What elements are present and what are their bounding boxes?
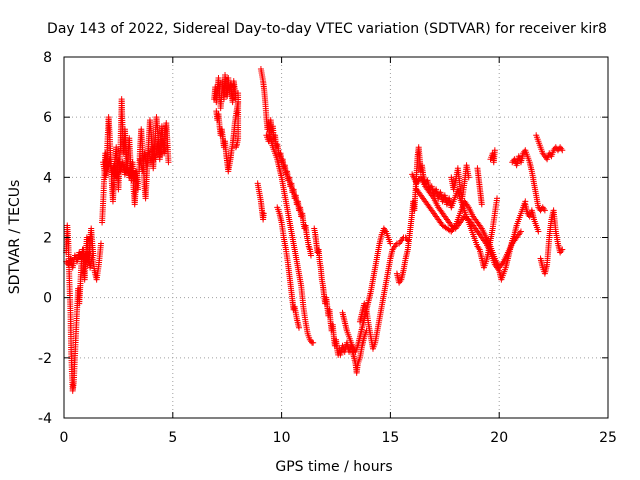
data-marks <box>63 66 566 394</box>
x-tick-label: 0 <box>60 430 69 446</box>
chart-title: Day 143 of 2022, Sidereal Day-to-day VTE… <box>47 21 607 37</box>
data-point <box>296 324 303 331</box>
y-tick-label: -2 <box>38 351 52 367</box>
data-point <box>559 147 566 154</box>
y-tick-label: 6 <box>43 110 52 126</box>
axis-ticks: 0 5 10 15 20 25 -4 -2 0 2 4 6 8 <box>38 50 617 446</box>
grid <box>64 57 608 418</box>
data-point <box>446 227 453 234</box>
data-point <box>232 144 239 151</box>
data-point <box>465 174 472 181</box>
y-tick-label: 2 <box>43 231 52 247</box>
data-point <box>491 147 498 154</box>
x-tick-label: 5 <box>168 430 177 446</box>
data-point <box>163 144 170 151</box>
data-point <box>464 215 471 222</box>
data-point <box>134 186 141 193</box>
x-axis-label: GPS time / hours <box>275 459 392 475</box>
data-point <box>97 240 104 247</box>
data-point <box>559 246 566 253</box>
data-point <box>307 252 314 259</box>
y-axis-label: SDTVAR / TECUs <box>7 180 23 295</box>
data-point <box>478 201 485 208</box>
y-tick-label: 8 <box>43 50 52 66</box>
data-point <box>517 228 524 235</box>
x-tick-label: 15 <box>381 430 399 446</box>
x-tick-label: 20 <box>490 430 508 446</box>
data-point <box>494 195 501 202</box>
data-point <box>306 245 313 252</box>
x-tick-label: 10 <box>273 430 291 446</box>
data-point <box>260 210 267 217</box>
data-point <box>310 339 317 346</box>
data-point <box>535 228 542 235</box>
data-point <box>387 240 394 247</box>
y-tick-label: 0 <box>43 291 52 307</box>
y-tick-label: 4 <box>43 170 52 186</box>
y-tick-label: -4 <box>38 411 52 427</box>
data-point <box>165 159 172 166</box>
data-point <box>404 237 411 244</box>
x-tick-label: 25 <box>599 430 617 446</box>
data-point <box>541 207 548 214</box>
